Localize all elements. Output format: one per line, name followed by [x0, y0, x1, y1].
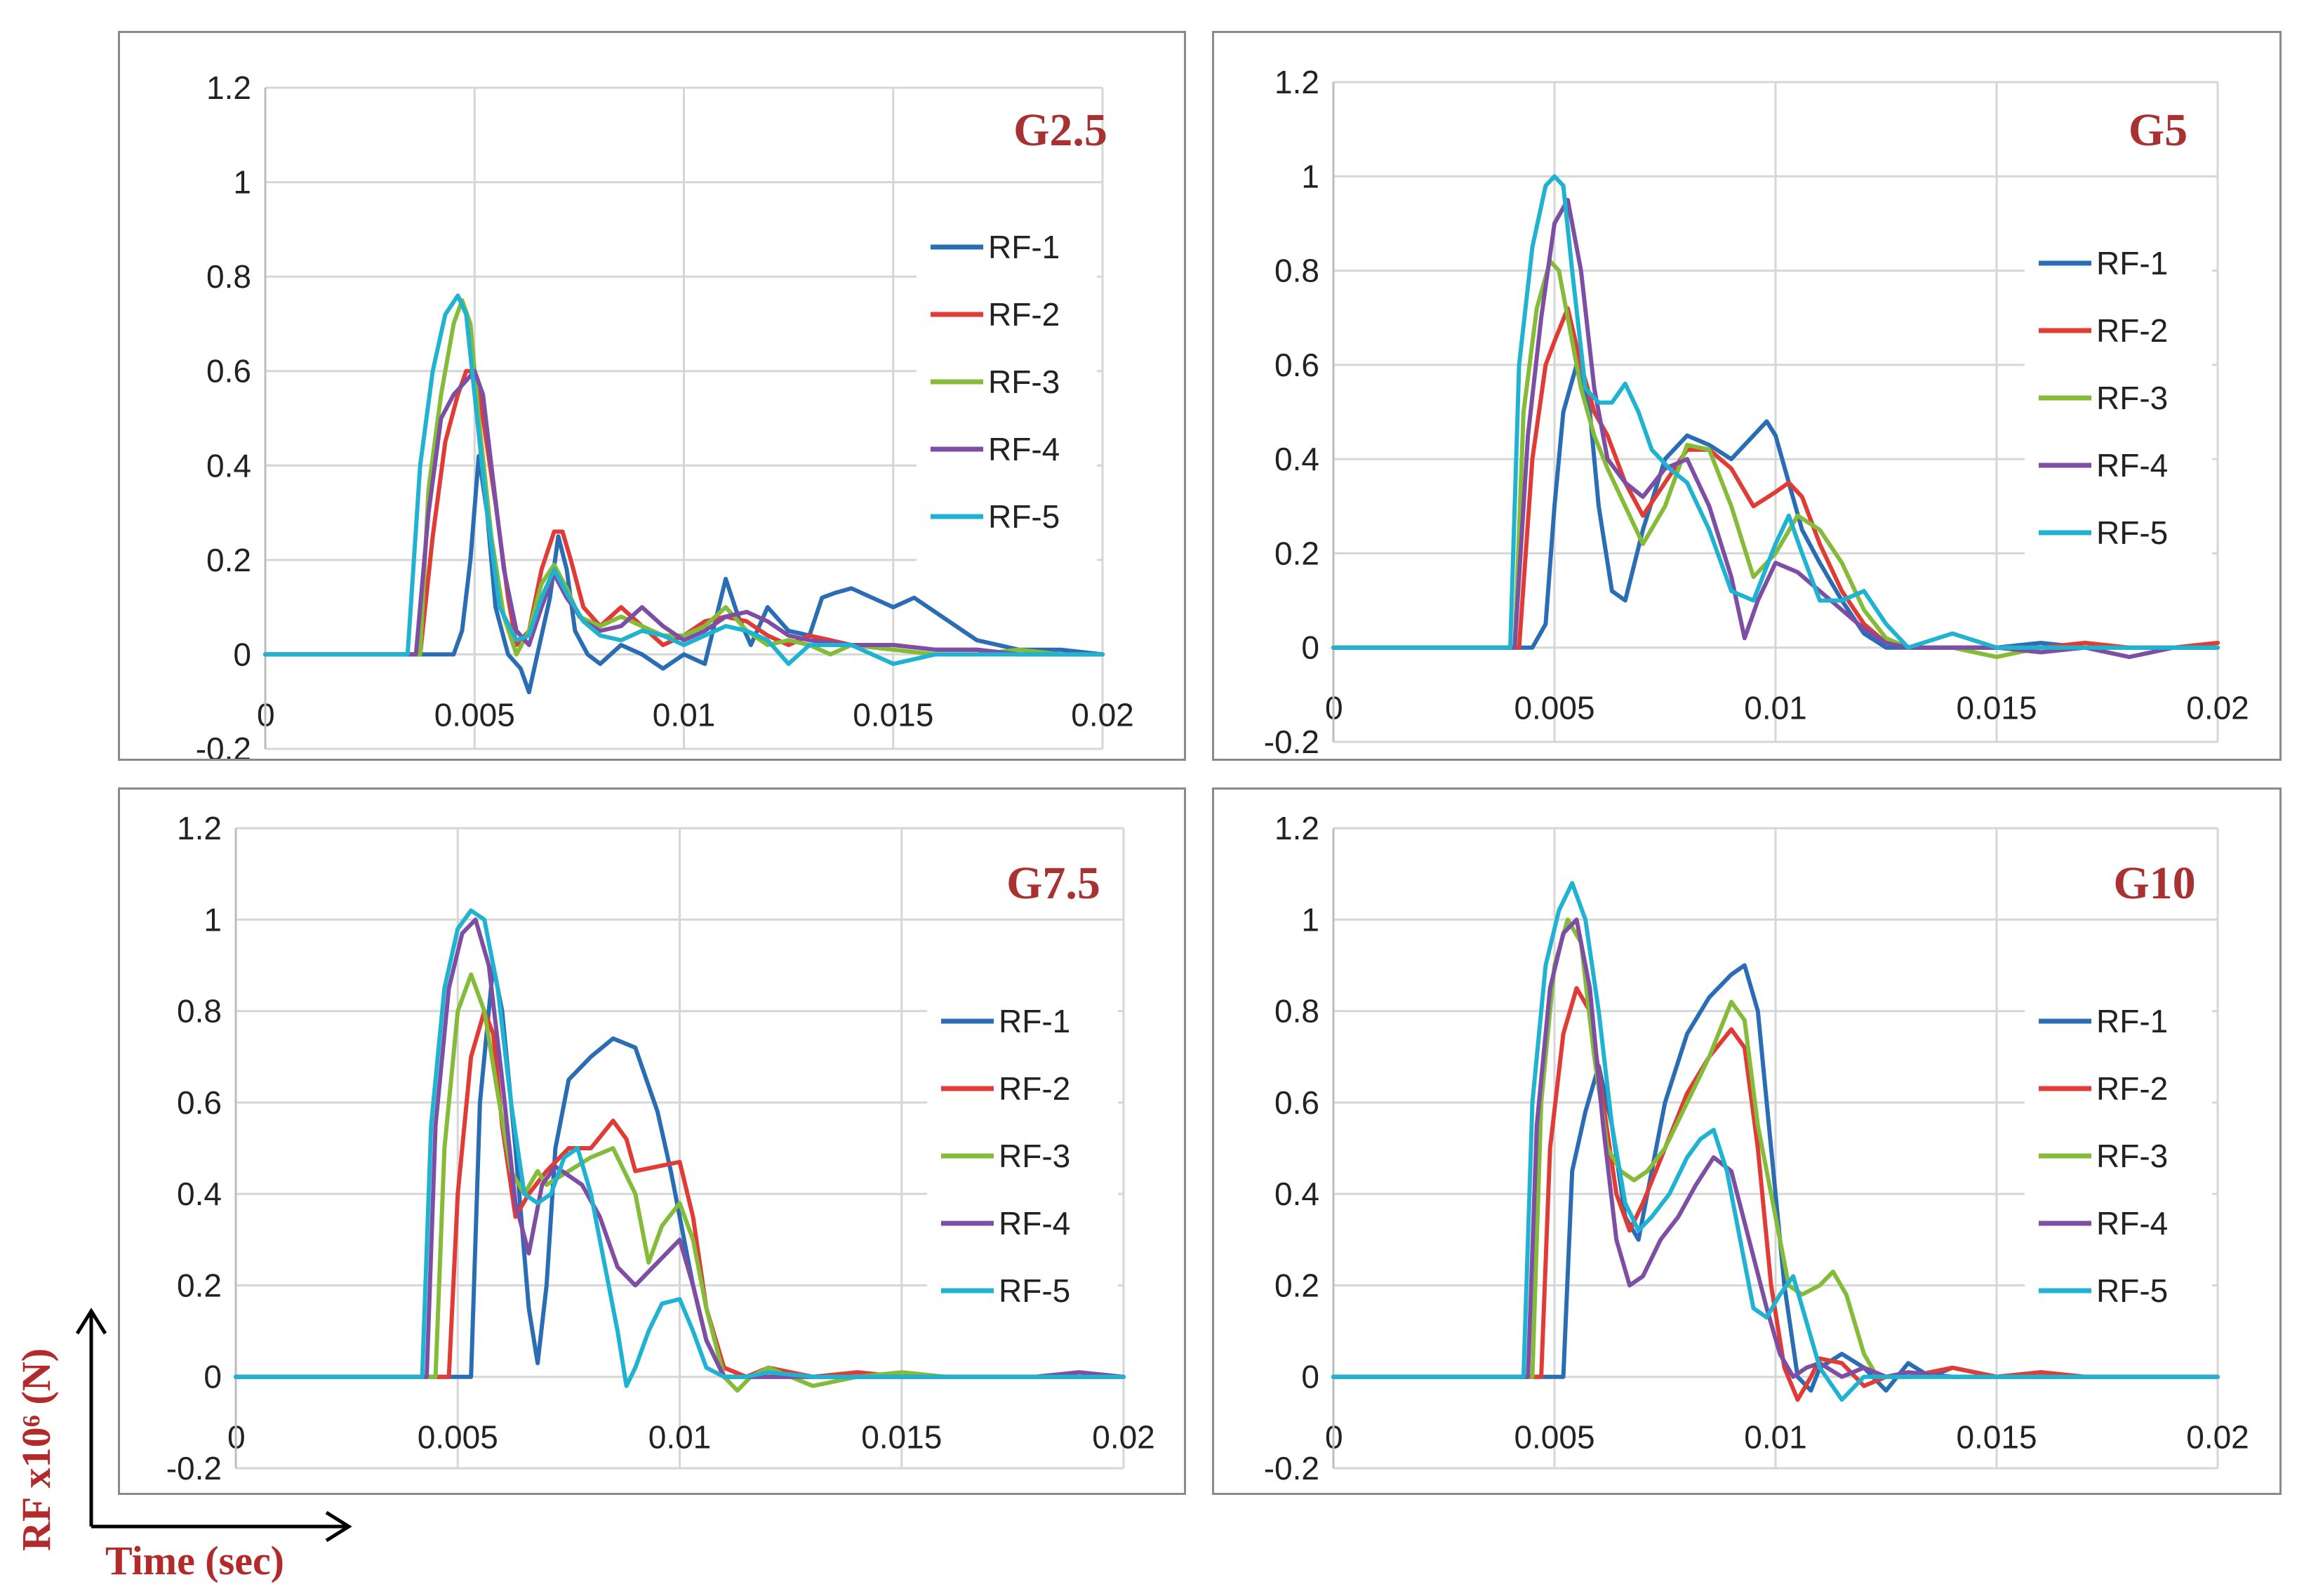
y-tick-label: 0.2 — [177, 1267, 222, 1303]
y-tick-label: 0.8 — [1274, 993, 1319, 1030]
series-line-rf-5 — [263, 293, 1105, 666]
y-tick-label: 0 — [204, 1359, 222, 1395]
chart-panel-g10: -0.200.20.40.60.811.200.0050.010.0150.02… — [1212, 787, 2282, 1495]
x-tick-label: 0.015 — [1956, 1419, 2037, 1456]
series-line-rf-1 — [263, 453, 1105, 695]
y-tick-label: 1 — [233, 164, 251, 201]
y-tick-label: 0.8 — [177, 993, 222, 1030]
x-tick-label: 0.005 — [434, 696, 515, 733]
series-line-rf-3 — [1331, 259, 2220, 660]
chart-title: G5 — [2129, 105, 2188, 156]
x-tick-label: 0.01 — [653, 696, 716, 733]
x-tick-label: 0.01 — [1744, 1419, 1807, 1456]
y-tick-label: 1.2 — [1274, 810, 1319, 846]
y-tick-label: 0.2 — [1274, 1267, 1319, 1303]
axes-direction-arrows — [75, 1308, 352, 1543]
legend-box — [2025, 221, 2212, 586]
chart-svg: -0.200.20.40.60.811.200.0050.010.0150.02… — [196, 69, 1134, 759]
x-tick-label: 0.005 — [1514, 1419, 1594, 1456]
legend-label-rf-3: RF-3 — [2096, 1138, 2168, 1174]
series-line-rf-5 — [234, 908, 1126, 1388]
y-tick-label: 0.4 — [177, 1176, 222, 1212]
y-tick-label: 1.2 — [177, 810, 222, 846]
legend-label-rf-5: RF-5 — [2096, 514, 2168, 551]
legend-label-rf-3: RF-3 — [2096, 380, 2168, 416]
legend-label-rf-1: RF-1 — [988, 229, 1060, 265]
series-line-rf-4 — [263, 368, 1105, 657]
x-tick-label: 0.015 — [861, 1419, 942, 1456]
y-tick-label: -0.2 — [196, 731, 251, 759]
legend-label-rf-4: RF-4 — [988, 431, 1060, 467]
legend-box — [2025, 979, 2212, 1344]
y-tick-label: 0 — [1301, 630, 1319, 666]
y-tick-label: 1 — [204, 901, 222, 938]
chart-panel-g5: -0.200.20.40.60.811.200.0050.010.0150.02… — [1212, 31, 2282, 761]
legend-label-rf-2: RF-2 — [2096, 1070, 2168, 1107]
legend-label-rf-3: RF-3 — [999, 1138, 1070, 1174]
y-tick-label: 0.6 — [1274, 1084, 1319, 1121]
x-tick-label: 0.02 — [1092, 1419, 1155, 1456]
y-tick-label: -0.2 — [166, 1450, 222, 1487]
x-tick-label: 0.02 — [1071, 696, 1134, 733]
y-tick-label: 0.4 — [1274, 441, 1319, 477]
legend-label-rf-5: RF-5 — [999, 1272, 1070, 1309]
chart-title: G10 — [2113, 858, 2195, 909]
chart-svg: -0.200.20.40.60.811.200.0050.010.0150.02… — [1264, 64, 2249, 759]
legend-label-rf-2: RF-2 — [2096, 312, 2168, 349]
legend-label-rf-4: RF-4 — [2096, 1205, 2168, 1242]
overall-x-axis-label: Time (sec) — [105, 1538, 284, 1583]
legend-label-rf-3: RF-3 — [988, 364, 1060, 400]
chart-svg: -0.200.20.40.60.811.200.0050.010.0150.02… — [1264, 810, 2249, 1487]
y-tick-label: 0.2 — [206, 542, 251, 578]
x-tick-label: 0.01 — [1744, 690, 1807, 726]
overall-y-axis-label: RF x10⁶ (N) — [13, 1348, 59, 1551]
x-tick-label: 0.005 — [1514, 690, 1594, 726]
chart-panel-g7-5: -0.200.20.40.60.811.200.0050.010.0150.02… — [118, 787, 1186, 1495]
series-line-rf-5 — [1331, 881, 2220, 1402]
y-tick-label: 0.4 — [206, 447, 251, 484]
y-direction-arrowhead — [75, 1308, 107, 1335]
y-tick-label: 0.6 — [177, 1084, 222, 1121]
x-tick-label: 0.02 — [2186, 690, 2249, 726]
legend-label-rf-2: RF-2 — [988, 296, 1060, 333]
legend-label-rf-1: RF-1 — [999, 1003, 1070, 1039]
x-tick-label: 0.01 — [648, 1419, 712, 1456]
y-tick-label: 0.4 — [1274, 1176, 1319, 1212]
x-tick-label: 0.015 — [1956, 690, 2037, 726]
chart-title: G2.5 — [1013, 105, 1107, 156]
chart-svg: -0.200.20.40.60.811.200.0050.010.0150.02… — [166, 810, 1155, 1487]
legend-label-rf-1: RF-1 — [2096, 1003, 2168, 1039]
y-tick-label: 0.8 — [206, 258, 251, 295]
legend-label-rf-1: RF-1 — [2096, 245, 2168, 281]
y-tick-label: 1.2 — [1274, 64, 1319, 100]
x-tick-label: 0.015 — [853, 696, 933, 733]
y-tick-label: -0.2 — [1264, 724, 1319, 759]
y-tick-label: 1 — [1301, 158, 1319, 194]
legend-label-rf-5: RF-5 — [2096, 1272, 2168, 1309]
legend-label-rf-4: RF-4 — [999, 1205, 1070, 1242]
y-tick-label: 0.2 — [1274, 535, 1319, 571]
y-tick-label: 0.6 — [1274, 347, 1319, 383]
legend-label-rf-4: RF-4 — [2096, 447, 2168, 484]
y-tick-label: -0.2 — [1264, 1450, 1319, 1487]
y-tick-label: 1 — [1301, 901, 1319, 938]
x-tick-label: 0.005 — [418, 1419, 498, 1456]
x-tick-label: 0.02 — [2186, 1419, 2249, 1456]
series-line-rf-5 — [1331, 174, 2220, 650]
y-tick-label: 0 — [233, 636, 251, 672]
y-tick-label: 0 — [1301, 1359, 1319, 1395]
legend-label-rf-5: RF-5 — [988, 498, 1060, 535]
chart-title: G7.5 — [1006, 858, 1100, 909]
legend-box — [927, 979, 1118, 1344]
y-tick-label: 0.6 — [206, 353, 251, 390]
y-tick-label: 1.2 — [206, 69, 251, 106]
series-line-rf-3 — [234, 972, 1126, 1393]
chart-panel-g2-5: -0.200.20.40.60.811.200.0050.010.0150.02… — [118, 31, 1186, 761]
x-direction-arrowhead — [325, 1510, 352, 1543]
legend-box — [917, 205, 1097, 570]
y-tick-label: 0.8 — [1274, 253, 1319, 289]
legend-label-rf-2: RF-2 — [999, 1070, 1070, 1107]
